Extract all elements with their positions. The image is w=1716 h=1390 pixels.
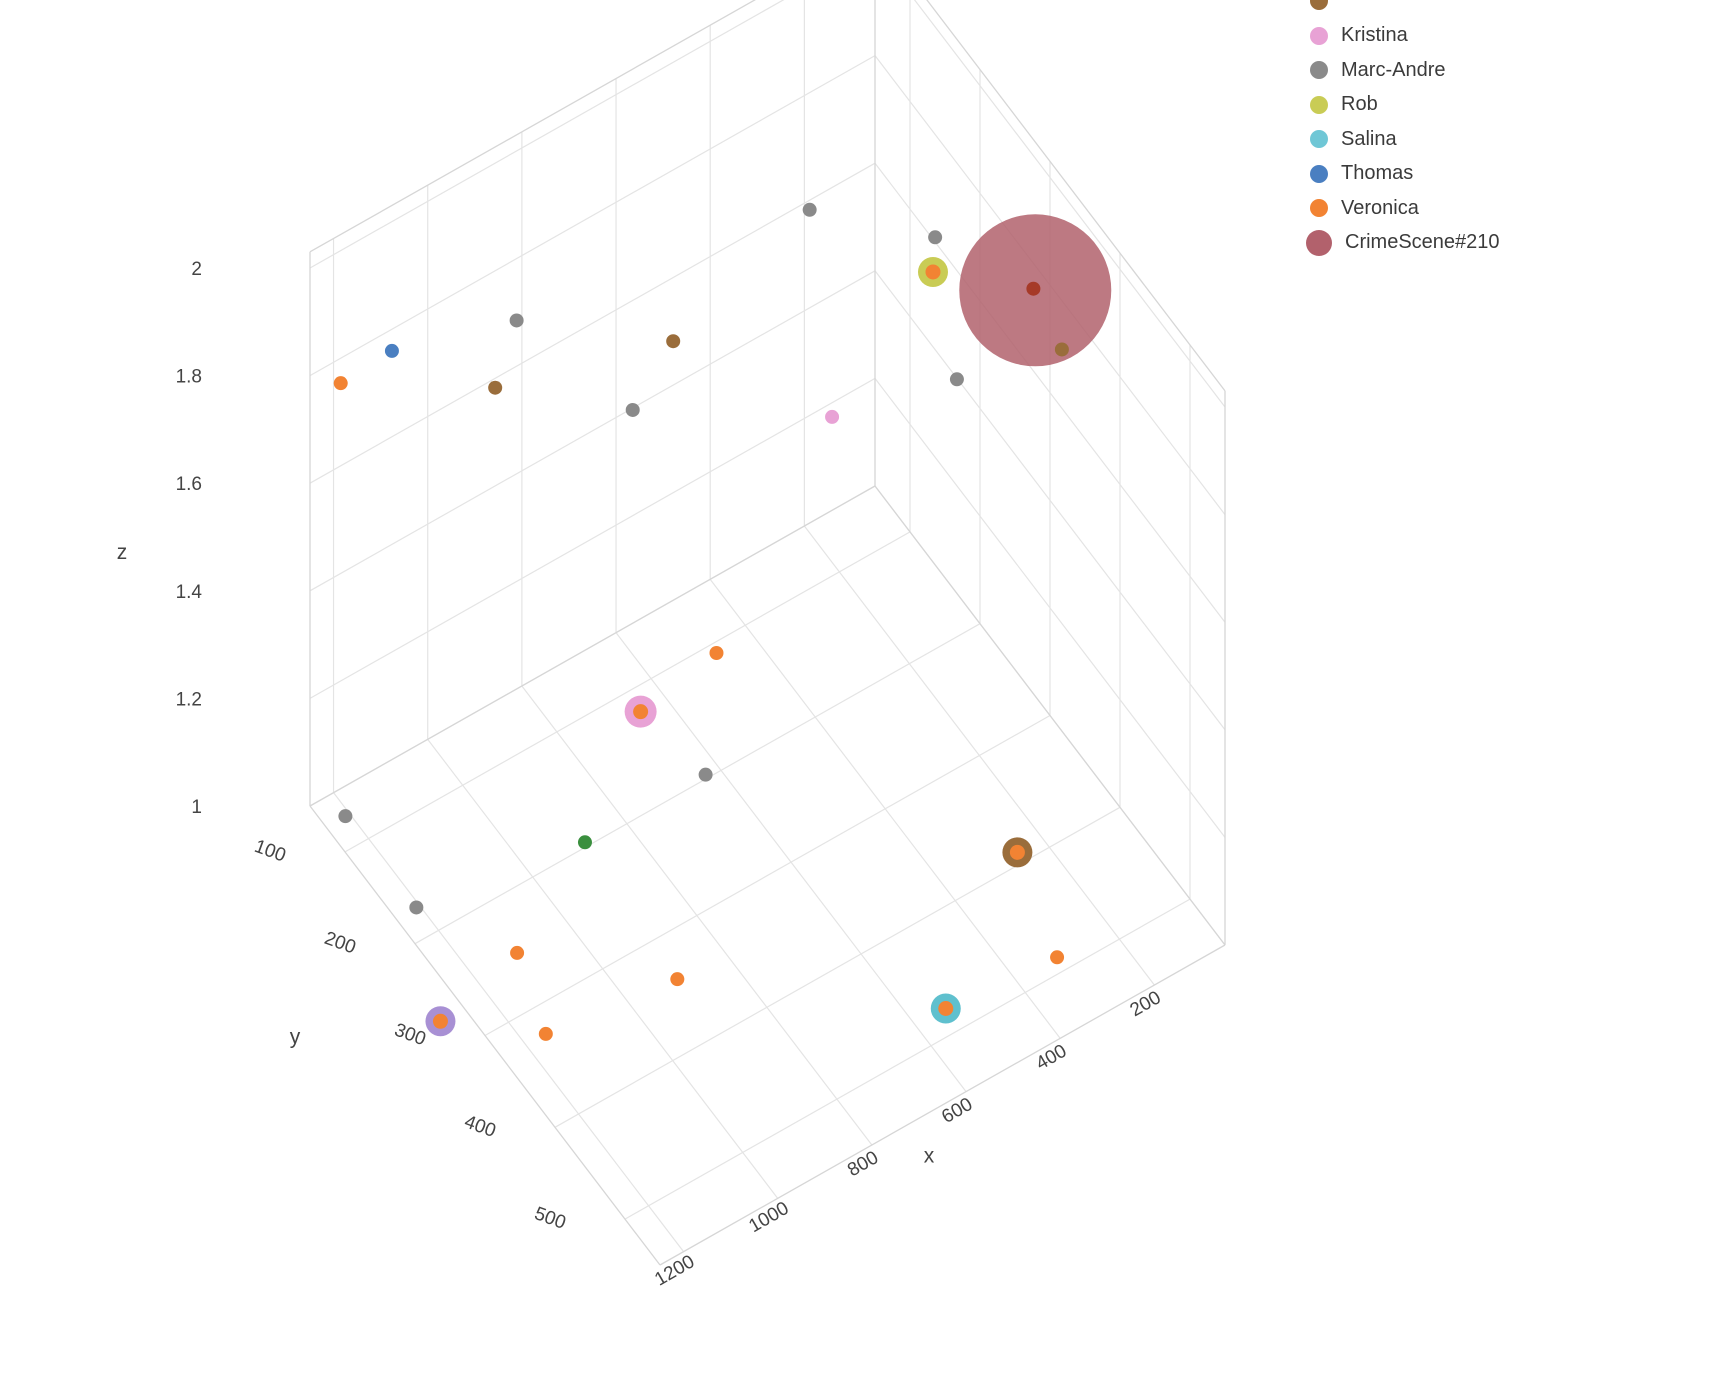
gridline bbox=[874, 485, 1226, 946]
gridline bbox=[874, 270, 1226, 731]
gridline bbox=[484, 714, 1051, 1037]
legend-marker-icon bbox=[1310, 26, 1328, 45]
y-tick-label: 100 bbox=[251, 836, 288, 867]
gridline bbox=[803, 525, 1155, 986]
legend-item[interactable]: CrimeScene#210 bbox=[1306, 226, 1500, 261]
data-point[interactable] bbox=[509, 313, 524, 328]
data-point[interactable] bbox=[925, 264, 941, 280]
gridline bbox=[309, 162, 876, 484]
grid bbox=[309, 0, 1226, 1266]
data-point[interactable] bbox=[577, 835, 592, 850]
y-tick-label: 300 bbox=[391, 1020, 428, 1051]
y-tick-label: 400 bbox=[461, 1111, 498, 1142]
legend-item-label: Veronica bbox=[1341, 196, 1419, 219]
legend-item[interactable]: Rob bbox=[1306, 88, 1500, 123]
data-point[interactable] bbox=[670, 972, 685, 987]
data-point[interactable] bbox=[384, 343, 399, 358]
gridline bbox=[554, 806, 1121, 1128]
data-point[interactable] bbox=[338, 809, 353, 824]
x-tick-label: 600 bbox=[938, 1094, 976, 1128]
gridline bbox=[309, 805, 661, 1266]
legend-item[interactable]: Veronica bbox=[1306, 191, 1500, 226]
legend-item[interactable]: Salina bbox=[1306, 122, 1500, 157]
legend-marker-icon bbox=[1310, 130, 1328, 149]
z-tick-label: 1.4 bbox=[176, 582, 203, 603]
legend-marker-icon bbox=[1310, 164, 1328, 183]
gridline bbox=[309, 0, 757, 253]
z-axis-title: z bbox=[117, 541, 128, 564]
legend-item-label: Thomas bbox=[1341, 162, 1414, 185]
legend-marker-icon bbox=[1310, 199, 1328, 218]
x-tick-label: 800 bbox=[844, 1147, 882, 1181]
z-tick-label: 1 bbox=[191, 797, 202, 818]
gridline bbox=[309, 55, 876, 377]
gridline bbox=[427, 738, 779, 1199]
z-tick-label: 1.2 bbox=[176, 689, 202, 710]
gridline bbox=[309, 270, 876, 592]
legend-marker-icon bbox=[1310, 61, 1328, 80]
data-point[interactable] bbox=[802, 202, 817, 217]
legend-item-label: Kristina bbox=[1341, 24, 1408, 47]
gridline bbox=[521, 685, 873, 1146]
gridline bbox=[659, 944, 1226, 1266]
z-tick-label: 1.8 bbox=[176, 367, 202, 388]
y-tick-label: 200 bbox=[321, 928, 358, 959]
data-point[interactable] bbox=[333, 376, 348, 391]
legend-marker-icon bbox=[1310, 95, 1328, 114]
data-point[interactable] bbox=[666, 334, 681, 349]
data-point[interactable] bbox=[1026, 281, 1041, 296]
legend: Kristina Marc-Andre Rob Salina Thomas Veronic… bbox=[1306, 0, 1500, 260]
data-point[interactable] bbox=[825, 409, 840, 424]
legend-item[interactable]: Kristina bbox=[1306, 19, 1500, 54]
gridline bbox=[414, 623, 981, 945]
y-tick-label: 500 bbox=[531, 1203, 568, 1234]
gridline bbox=[309, 485, 876, 807]
data-point[interactable] bbox=[538, 1026, 553, 1041]
gridline bbox=[913, 0, 1226, 408]
points-layer bbox=[333, 202, 1112, 1041]
data-point[interactable] bbox=[1050, 950, 1065, 965]
data-point[interactable] bbox=[625, 402, 640, 417]
legend-item-label: Salina bbox=[1341, 127, 1397, 150]
gridline bbox=[344, 531, 911, 853]
data-point[interactable] bbox=[698, 767, 713, 782]
x-tick-label: 200 bbox=[1127, 987, 1165, 1021]
z-tick-label: 1.6 bbox=[176, 474, 202, 495]
legend-item[interactable] bbox=[1306, 0, 1500, 19]
z-tick-label: 2 bbox=[191, 259, 202, 280]
data-point[interactable] bbox=[488, 380, 503, 395]
data-point[interactable] bbox=[938, 1001, 954, 1017]
gridline bbox=[709, 578, 1061, 1039]
legend-item-label: Rob bbox=[1341, 93, 1378, 116]
data-point[interactable] bbox=[432, 1013, 448, 1029]
axis-labels: 1 1.2 1.4 1.6 1.8 2 100 200 300 400 500 200 400 600 80… bbox=[117, 259, 1165, 1291]
gridline bbox=[874, 378, 1226, 838]
data-point[interactable] bbox=[409, 900, 424, 915]
y-axis-title: y bbox=[290, 1026, 301, 1049]
gridline bbox=[309, 377, 876, 699]
legend-item[interactable]: Marc-Andre bbox=[1306, 53, 1500, 88]
gridline bbox=[309, 0, 785, 269]
x-tick-label: 400 bbox=[1032, 1041, 1070, 1075]
gridline bbox=[926, 0, 1226, 392]
data-point[interactable] bbox=[633, 704, 649, 720]
legend-item-label: Marc-Andre bbox=[1341, 58, 1446, 81]
data-point[interactable] bbox=[510, 945, 525, 960]
legend-item-label: CrimeScene#210 bbox=[1345, 231, 1500, 254]
gridline bbox=[333, 792, 685, 1253]
data-point[interactable] bbox=[1054, 342, 1069, 357]
x-axis-title: x bbox=[924, 1144, 935, 1167]
data-point[interactable] bbox=[928, 230, 943, 245]
legend-item[interactable]: Thomas bbox=[1306, 157, 1500, 192]
data-point[interactable] bbox=[949, 372, 964, 387]
gridline bbox=[615, 632, 967, 1093]
data-point[interactable] bbox=[709, 646, 724, 661]
data-point[interactable] bbox=[1009, 844, 1025, 860]
legend-marker-icon bbox=[1306, 229, 1332, 256]
legend-marker-icon bbox=[1310, 0, 1328, 11]
gridline bbox=[624, 898, 1191, 1220]
